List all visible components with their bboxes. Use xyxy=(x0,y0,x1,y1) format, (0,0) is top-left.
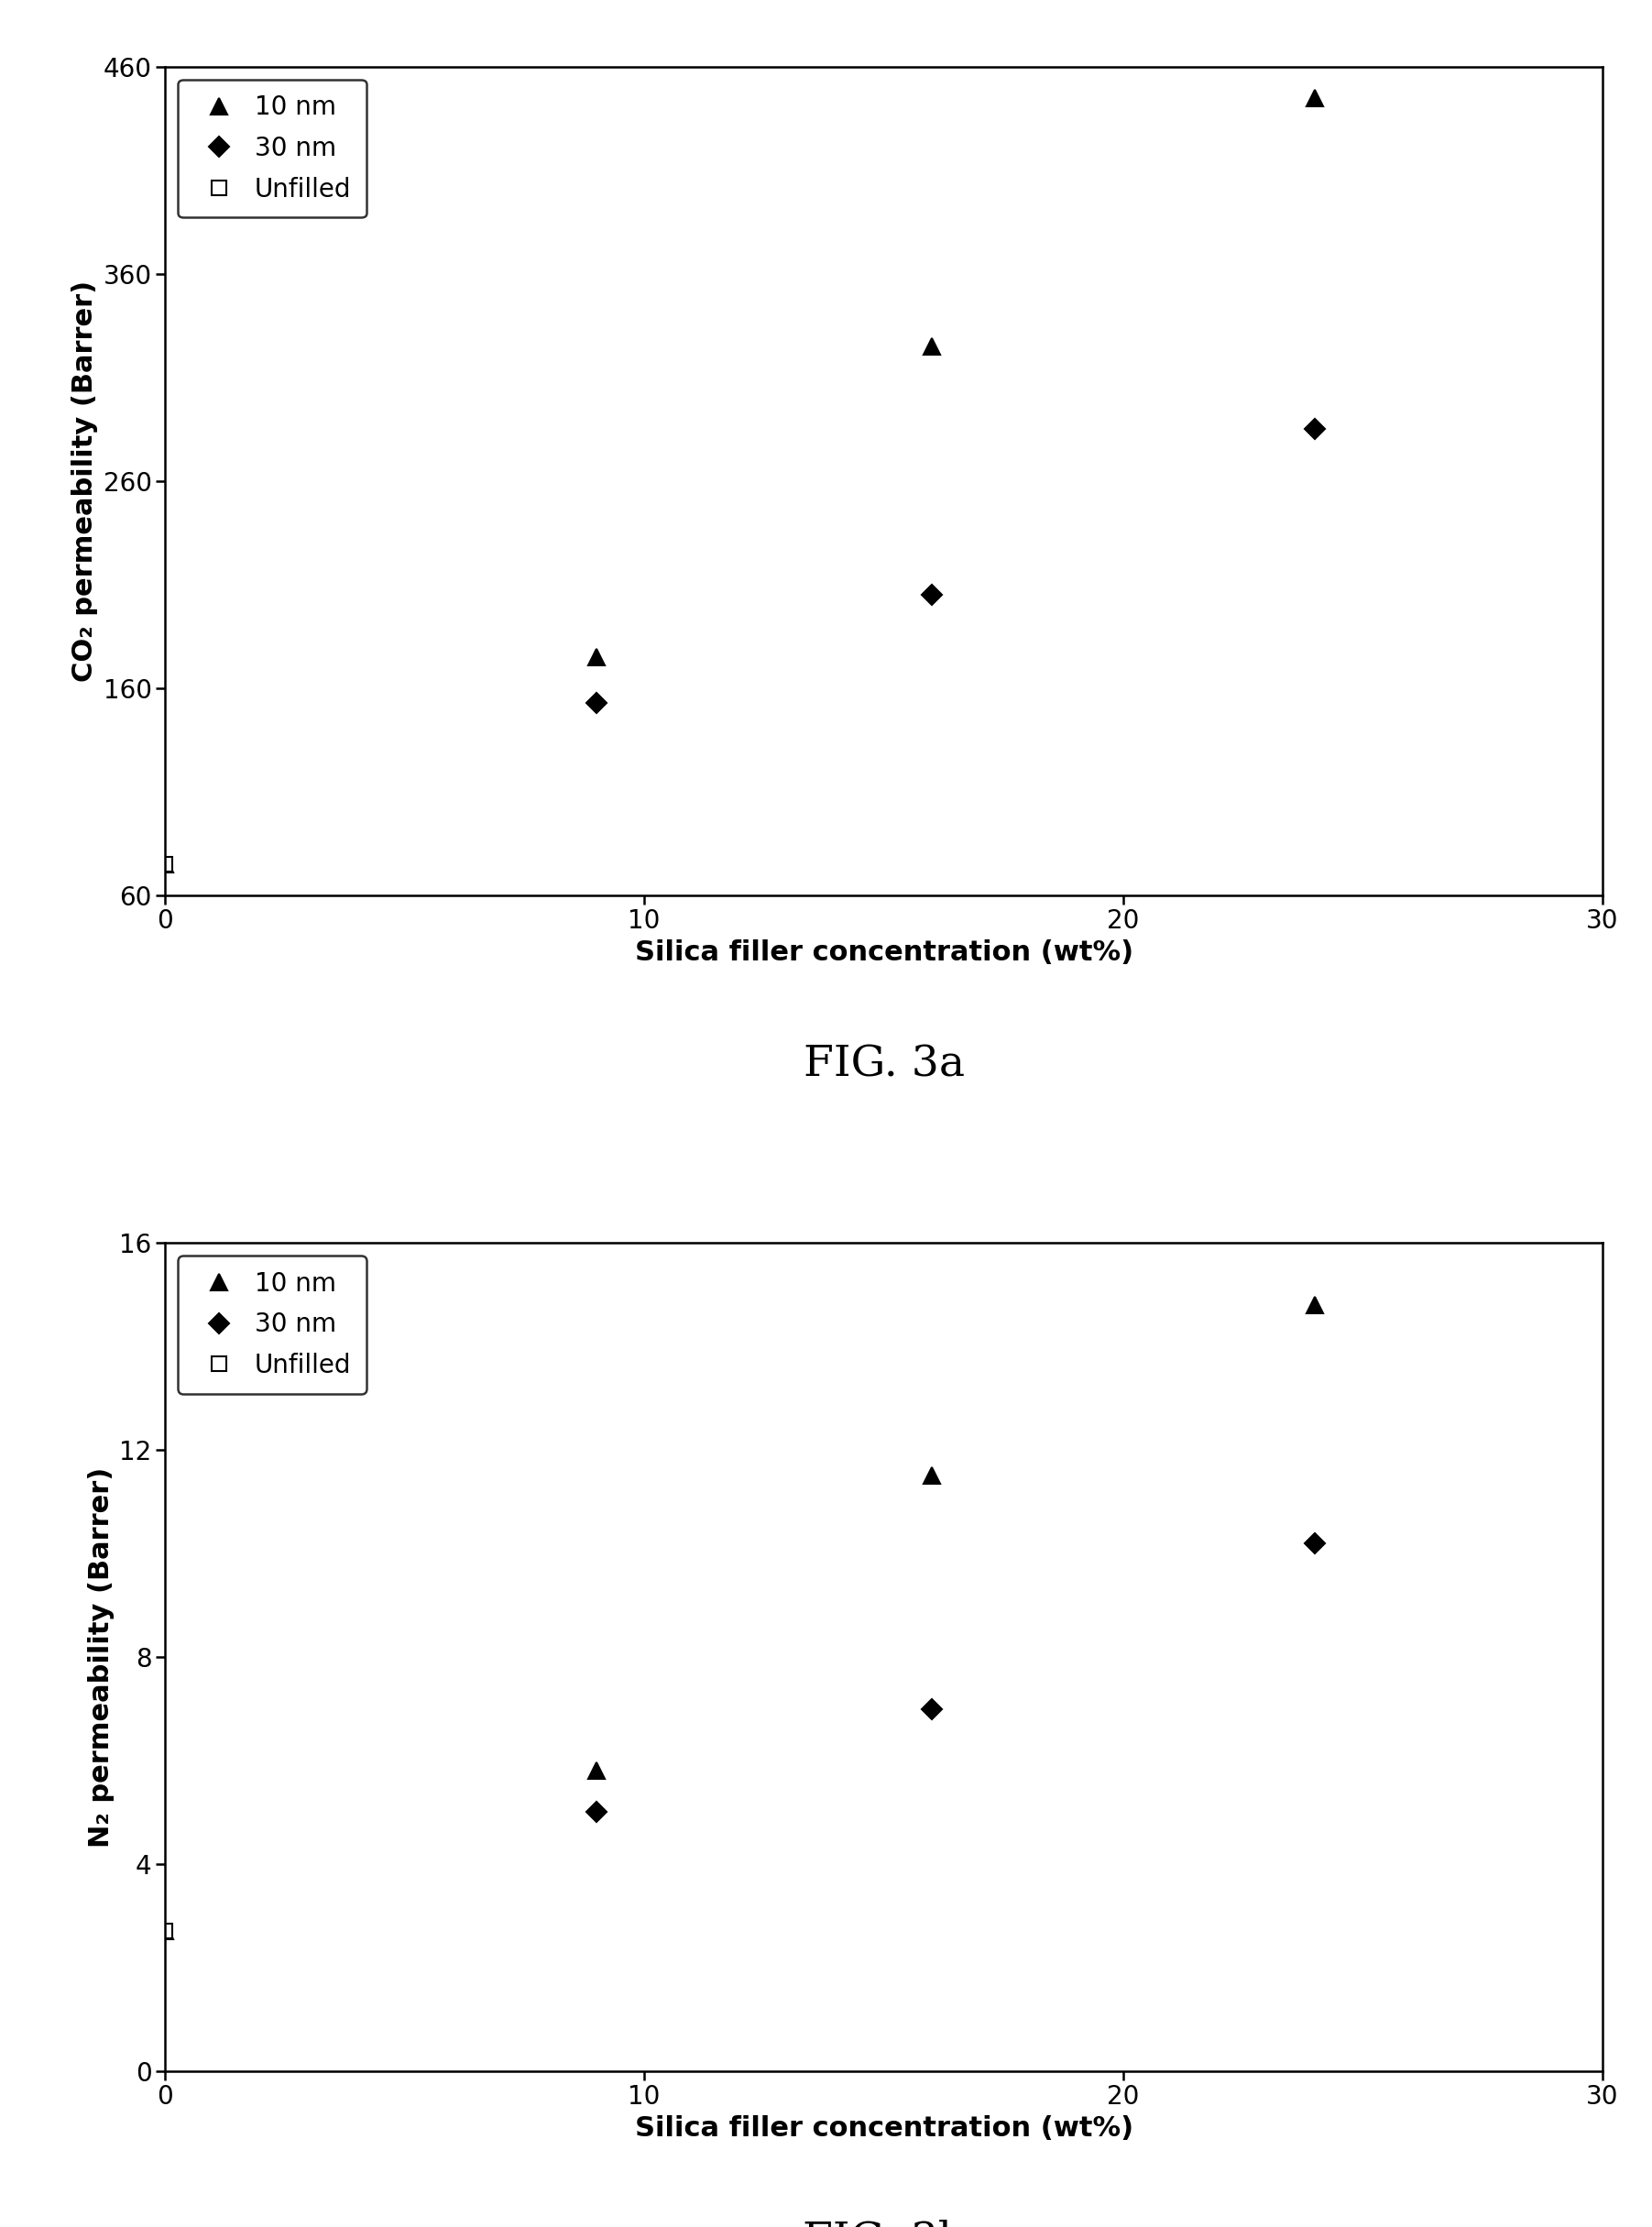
10 nm xyxy=(1305,1292,1325,1318)
Line: 10 nm: 10 nm xyxy=(157,89,1323,873)
30 nm xyxy=(922,581,942,608)
10 nm xyxy=(586,644,606,670)
Y-axis label: CO₂ permeability (Barrer): CO₂ permeability (Barrer) xyxy=(71,281,97,681)
Line: 30 nm: 30 nm xyxy=(590,423,1322,710)
10 nm xyxy=(922,1463,942,1490)
30 nm xyxy=(586,1799,606,1826)
30 nm xyxy=(586,688,606,715)
10 nm xyxy=(586,1757,606,1784)
30 nm xyxy=(922,1695,942,1721)
Legend: 10 nm, 30 nm, Unfilled: 10 nm, 30 nm, Unfilled xyxy=(178,80,367,218)
30 nm xyxy=(1305,416,1325,443)
Line: 10 nm: 10 nm xyxy=(157,1296,1323,1940)
10 nm xyxy=(1305,85,1325,111)
Line: 30 nm: 30 nm xyxy=(590,1537,1322,1819)
30 nm xyxy=(1305,1530,1325,1557)
10 nm xyxy=(922,334,942,361)
Legend: 10 nm, 30 nm, Unfilled: 10 nm, 30 nm, Unfilled xyxy=(178,1256,367,1394)
Text: FIG. 3b: FIG. 3b xyxy=(803,2220,965,2227)
Y-axis label: N₂ permeability (Barrer): N₂ permeability (Barrer) xyxy=(88,1468,114,1846)
X-axis label: Silica filler concentration (wt%): Silica filler concentration (wt%) xyxy=(634,940,1133,967)
Text: FIG. 3a: FIG. 3a xyxy=(803,1044,965,1085)
X-axis label: Silica filler concentration (wt%): Silica filler concentration (wt%) xyxy=(634,2116,1133,2142)
10 nm xyxy=(155,851,175,877)
10 nm xyxy=(155,1917,175,1944)
